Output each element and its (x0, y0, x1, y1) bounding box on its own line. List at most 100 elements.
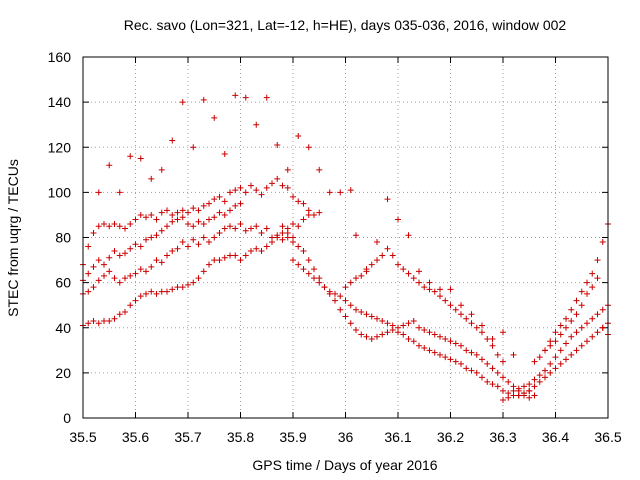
data-point (374, 239, 380, 246)
data-point (143, 290, 149, 297)
data-point (263, 184, 270, 191)
data-point (531, 392, 538, 399)
data-point (347, 279, 354, 286)
data-point (127, 153, 134, 160)
data-point (557, 347, 564, 354)
data-point (169, 211, 176, 218)
data-point (122, 225, 128, 232)
x-tick-label: 36 (338, 429, 354, 445)
data-point (479, 374, 485, 381)
data-point (143, 214, 149, 221)
x-tick-label: 35.7 (174, 429, 201, 445)
data-point (174, 216, 181, 223)
data-point (305, 144, 312, 151)
data-point (452, 306, 459, 313)
data-point (116, 311, 123, 318)
data-point (489, 342, 496, 349)
data-point (200, 234, 207, 241)
data-point (321, 284, 328, 291)
data-point (148, 175, 155, 182)
data-point (395, 324, 401, 331)
data-point (594, 311, 601, 318)
data-point (353, 232, 359, 239)
data-point (284, 229, 291, 236)
data-point (101, 317, 107, 324)
data-point (563, 356, 569, 363)
data-point (332, 297, 338, 304)
data-point (368, 336, 375, 343)
data-point (384, 196, 391, 203)
data-point (85, 243, 92, 250)
data-point (358, 331, 365, 338)
data-point (158, 288, 165, 295)
data-point (101, 220, 107, 227)
data-point (263, 243, 270, 250)
data-point (505, 394, 512, 401)
data-point (242, 227, 249, 234)
data-point (211, 114, 218, 121)
data-point (515, 385, 522, 392)
data-point (426, 286, 433, 293)
data-point (248, 248, 254, 255)
data-point (290, 257, 296, 264)
data-point (106, 254, 113, 261)
data-point (463, 365, 470, 372)
data-point (547, 342, 554, 349)
data-point (153, 257, 160, 264)
data-point (90, 263, 97, 270)
data-point (190, 144, 197, 151)
data-point (552, 338, 559, 345)
data-point (274, 141, 281, 148)
data-point (227, 189, 233, 196)
data-point (295, 261, 302, 268)
data-point (95, 320, 102, 327)
data-point (263, 225, 270, 232)
data-point (484, 336, 491, 343)
data-point (127, 272, 134, 279)
data-point (221, 225, 228, 232)
data-point (195, 275, 202, 282)
data-point (479, 356, 485, 363)
data-point (174, 284, 181, 291)
data-point (342, 284, 349, 291)
data-point (232, 252, 239, 259)
data-point (584, 279, 590, 286)
data-point (200, 202, 207, 209)
data-point (510, 387, 517, 394)
data-point (300, 216, 307, 223)
data-point (164, 207, 170, 214)
data-point (342, 297, 349, 304)
data-point (274, 175, 281, 182)
plot-frame (82, 56, 609, 419)
data-point (594, 275, 601, 282)
data-point (90, 317, 97, 324)
data-point (389, 322, 396, 329)
data-point (195, 207, 202, 214)
x-tick-label: 36.1 (384, 429, 411, 445)
data-point (442, 354, 449, 361)
data-point (127, 220, 134, 227)
data-point (90, 229, 97, 236)
data-point (153, 290, 160, 297)
data-point (263, 94, 270, 101)
data-point (232, 92, 239, 99)
data-point (426, 329, 433, 336)
data-points (80, 92, 611, 403)
data-point (85, 320, 92, 327)
data-point (232, 202, 239, 209)
data-point (190, 236, 197, 243)
data-point (337, 293, 344, 300)
data-point (400, 331, 407, 338)
data-point (416, 268, 422, 275)
data-point (374, 257, 380, 264)
data-point (101, 272, 107, 279)
data-point (127, 245, 134, 252)
data-point (216, 209, 223, 216)
data-point (153, 232, 160, 239)
data-point (326, 288, 333, 295)
data-point (295, 243, 302, 250)
data-point (179, 239, 186, 246)
data-point (211, 196, 218, 203)
data-point (221, 254, 228, 261)
data-point (442, 336, 449, 343)
